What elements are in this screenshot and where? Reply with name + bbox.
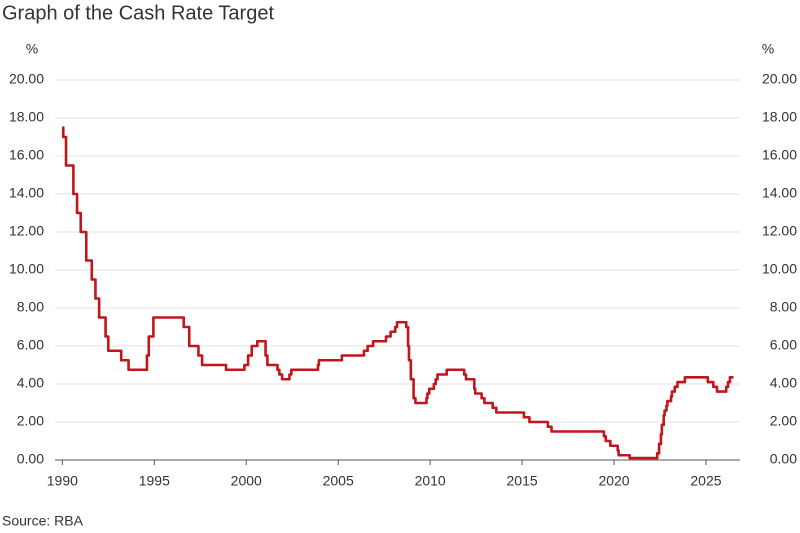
y2-tick-label: 14.00 (762, 185, 797, 201)
y-tick-label: 14.00 (9, 185, 44, 201)
y-tick-label: 16.00 (9, 147, 44, 163)
y-tick-label: 2.00 (17, 413, 44, 429)
y-tick-label: 6.00 (17, 337, 44, 353)
y-tick-label: 4.00 (17, 375, 44, 391)
x-tick-label: 2015 (507, 473, 538, 489)
y2-tick-label: 10.00 (762, 261, 797, 277)
y2-tick-label: 16.00 (762, 147, 797, 163)
y2-tick-label: 18.00 (762, 109, 797, 125)
y-tick-label: 10.00 (9, 261, 44, 277)
y-tick-label: 0.00 (17, 451, 44, 467)
y-tick-label: 20.00 (9, 71, 44, 87)
x-tick-label: 1995 (139, 473, 170, 489)
chart-title: Graph of the Cash Rate Target (2, 2, 274, 24)
y2-tick-label: 0.00 (770, 451, 797, 467)
x-tick-label: 2010 (415, 473, 446, 489)
y-tick-label: 12.00 (9, 223, 44, 239)
source-note: Source: RBA (2, 513, 84, 529)
x-tick-label: 1990 (47, 473, 78, 489)
x-tick-label: 2005 (323, 473, 354, 489)
y2-tick-label: 6.00 (770, 337, 797, 353)
y-axis-unit: % (26, 41, 38, 57)
x-tick-label: 2000 (231, 473, 262, 489)
y-tick-label: 8.00 (17, 299, 44, 315)
y2-tick-label: 12.00 (762, 223, 797, 239)
y2-tick-label: 4.00 (770, 375, 797, 391)
x-tick-label: 2025 (690, 473, 721, 489)
data-line (61, 126, 734, 460)
y-tick-label: 18.00 (9, 109, 44, 125)
y2-axis-unit: % (762, 41, 774, 57)
y2-tick-label: 2.00 (770, 413, 797, 429)
y2-tick-label: 8.00 (770, 299, 797, 315)
x-tick-label: 2020 (598, 473, 629, 489)
y2-tick-label: 20.00 (762, 71, 797, 87)
